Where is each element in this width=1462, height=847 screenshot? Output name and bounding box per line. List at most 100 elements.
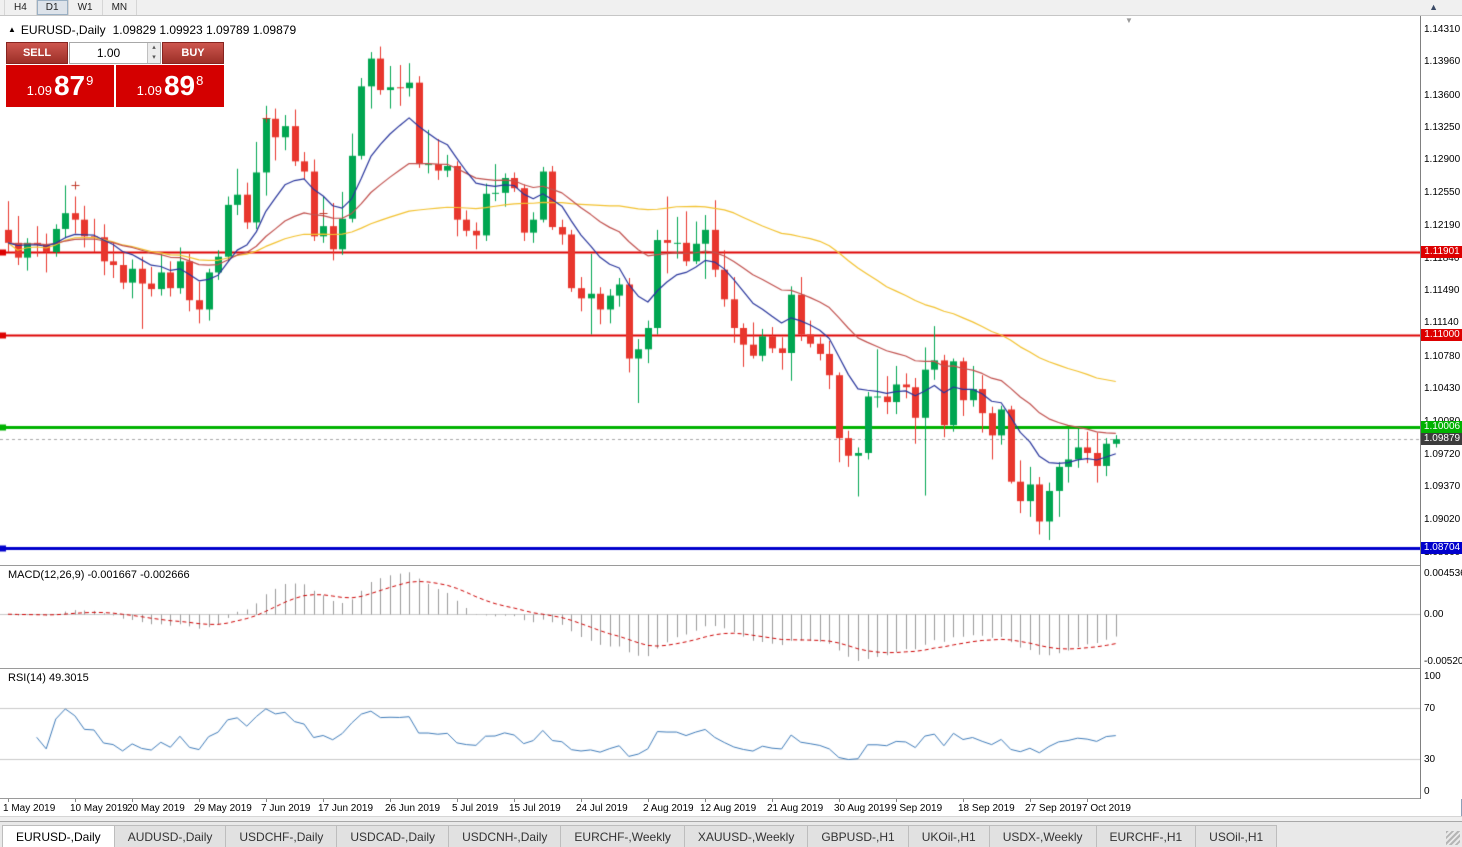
- lot-spinner: ▴ ▾: [147, 43, 160, 63]
- rsi-panel: RSI(14) 49.3015: [0, 669, 1420, 798]
- macd-axis-label: -0.005205: [1424, 656, 1462, 667]
- hline-price-label: 1.11901: [1421, 246, 1462, 258]
- price-axis-label: 1.11140: [1424, 317, 1459, 328]
- rsi-axis-label: 30: [1424, 754, 1436, 765]
- date-label: 24 Jul 2019: [576, 803, 628, 814]
- date-tick: [1087, 799, 1088, 802]
- date-tick: [705, 799, 706, 802]
- resize-grip-icon[interactable]: [1446, 831, 1460, 845]
- sell-button[interactable]: SELL: [6, 42, 68, 64]
- date-label: 30 Aug 2019: [834, 803, 891, 814]
- date-label: 17 Jun 2019: [318, 803, 374, 814]
- lot-size-field[interactable]: 1.00 ▴ ▾: [69, 42, 161, 64]
- chart-shift-marker[interactable]: ▼: [1125, 16, 1133, 25]
- chart-tab-audusd-daily[interactable]: AUDUSD-,Daily: [113, 825, 227, 847]
- chart-tab-usdx-weekly[interactable]: USDX-,Weekly: [988, 825, 1097, 847]
- rsi-axis-label: 70: [1424, 703, 1436, 714]
- period-button-mn[interactable]: MN: [103, 0, 138, 15]
- chart-ohlc-values: 1.09829 1.09923 1.09789 1.09879: [112, 23, 297, 37]
- chart-tab-eurchf-weekly[interactable]: EURCHF-,Weekly: [560, 825, 685, 847]
- price-axis-label: 1.14310: [1424, 24, 1461, 35]
- buy-button[interactable]: BUY: [162, 42, 224, 64]
- hline-price-label: 1.08704: [1421, 542, 1462, 554]
- chart-tab-usoil-h1[interactable]: USOil-,H1: [1195, 825, 1278, 847]
- date-label: 5 Jul 2019: [452, 803, 499, 814]
- price-axis-label: 1.09370: [1424, 481, 1461, 492]
- chart-tabs: EURUSD-,Daily AUDUSD-,Daily USDCHF-,Daily U…: [2, 825, 1278, 847]
- toolbar-overflow-icon[interactable]: ▲: [1429, 2, 1438, 12]
- chart-tab-eurchf-h1[interactable]: EURCHF-,H1: [1095, 825, 1197, 847]
- rsi-label: RSI(14) 49.3015: [8, 672, 89, 684]
- price-axis-label: 1.13250: [1424, 122, 1461, 133]
- chart-tab-bar: EURUSD-,Daily AUDUSD-,Daily USDCHF-,Daily U…: [0, 821, 1462, 847]
- date-tick: [390, 799, 391, 802]
- lot-size-value[interactable]: 1.00: [96, 46, 121, 60]
- date-label: 26 Jun 2019: [385, 803, 441, 814]
- date-tick: [581, 799, 582, 802]
- date-label: 29 May 2019: [194, 803, 252, 814]
- chart-tab-usdchf-daily[interactable]: USDCHF-,Daily: [225, 825, 338, 847]
- date-tick: [1030, 799, 1031, 802]
- one-click-collapse-icon[interactable]: ▲: [8, 25, 16, 34]
- rsi-axis-label: 0: [1424, 786, 1430, 797]
- price-axis-label: 1.12550: [1424, 187, 1461, 198]
- period-button-h4[interactable]: H4: [5, 0, 37, 15]
- panel-separator[interactable]: [0, 565, 1462, 566]
- chart-tab-xauusd-weekly[interactable]: XAUUSD-,Weekly: [683, 825, 809, 847]
- date-tick: [839, 799, 840, 802]
- sell-price-button[interactable]: 1.09 87 9: [6, 65, 114, 107]
- date-tick: [648, 799, 649, 802]
- period-button-d1[interactable]: D1: [36, 0, 69, 15]
- price-axis-label: 1.10430: [1424, 383, 1461, 394]
- price-axis-label: 1.11490: [1424, 285, 1460, 296]
- price-axis-label: 1.09020: [1424, 514, 1461, 525]
- date-label: 1 May 2019: [3, 803, 56, 814]
- date-label: 7 Jun 2019: [261, 803, 311, 814]
- rsi-axis-label: 100: [1424, 671, 1441, 682]
- date-tick: [514, 799, 515, 802]
- date-label: 2 Aug 2019: [643, 803, 694, 814]
- date-label: 12 Aug 2019: [700, 803, 757, 814]
- buy-price-sup: 8: [196, 72, 204, 88]
- price-axis-label: 1.11840: [1424, 253, 1460, 264]
- horizontal-scrollbar[interactable]: [0, 816, 1462, 821]
- chart-tab-usdcnh-daily[interactable]: USDCNH-,Daily: [448, 825, 562, 847]
- one-click-trading-panel: SELL 1.00 ▴ ▾ BUY 1.09 87 9 1.09 89 8: [6, 42, 224, 107]
- chart-tab-usdcad-daily[interactable]: USDCAD-,Daily: [336, 825, 450, 847]
- chart-tab-gbpusd-h1[interactable]: GBPUSD-,H1: [807, 825, 909, 847]
- period-toolbar: H4 D1 W1 MN ▲: [0, 0, 1462, 16]
- date-label: 9 Sep 2019: [891, 803, 943, 814]
- date-tick: [772, 799, 773, 802]
- panel-separator[interactable]: [0, 668, 1462, 669]
- date-axis[interactable]: 1 May 2019 10 May 2019 20 May 2019 29 May 2…: [0, 799, 1420, 816]
- price-axis-label: 1.10780: [1424, 351, 1461, 362]
- sell-price-big: 87: [53, 70, 86, 101]
- date-label: 10 May 2019: [70, 803, 128, 814]
- lot-increase-icon[interactable]: ▴: [148, 43, 160, 53]
- macd-label: MACD(12,26,9) -0.001667 -0.002666: [8, 569, 190, 581]
- price-axis-label: 1.12900: [1424, 154, 1461, 165]
- date-tick: [963, 799, 964, 802]
- main-chart-canvas[interactable]: [0, 16, 1420, 565]
- price-axis-label: 1.13600: [1424, 90, 1461, 101]
- price-axis[interactable]: 1.14310 1.13960 1.13600 1.13250 1.12900 1.125…: [1420, 16, 1462, 799]
- buy-price-button[interactable]: 1.09 89 8: [116, 65, 224, 107]
- price-axis-label: 1.09720: [1424, 449, 1461, 460]
- date-tick: [199, 799, 200, 802]
- date-tick: [8, 799, 9, 802]
- date-label: 15 Jul 2019: [509, 803, 561, 814]
- period-button-w1[interactable]: W1: [69, 0, 103, 15]
- date-tick: [266, 799, 267, 802]
- macd-canvas[interactable]: [0, 566, 1420, 668]
- date-tick: [896, 799, 897, 802]
- chart-tab-eurusd-daily[interactable]: EURUSD-,Daily: [2, 825, 115, 847]
- rsi-canvas[interactable]: [0, 669, 1420, 798]
- date-label: 27 Sep 2019: [1025, 803, 1082, 814]
- date-tick: [457, 799, 458, 802]
- macd-panel: MACD(12,26,9) -0.001667 -0.002666: [0, 566, 1420, 668]
- chart-tab-ukoil-h1[interactable]: UKOil-,H1: [907, 825, 990, 847]
- lot-decrease-icon[interactable]: ▾: [148, 53, 160, 63]
- sell-price-prefix: 1.09: [26, 83, 52, 98]
- hline-price-label: 1.10006: [1421, 421, 1462, 433]
